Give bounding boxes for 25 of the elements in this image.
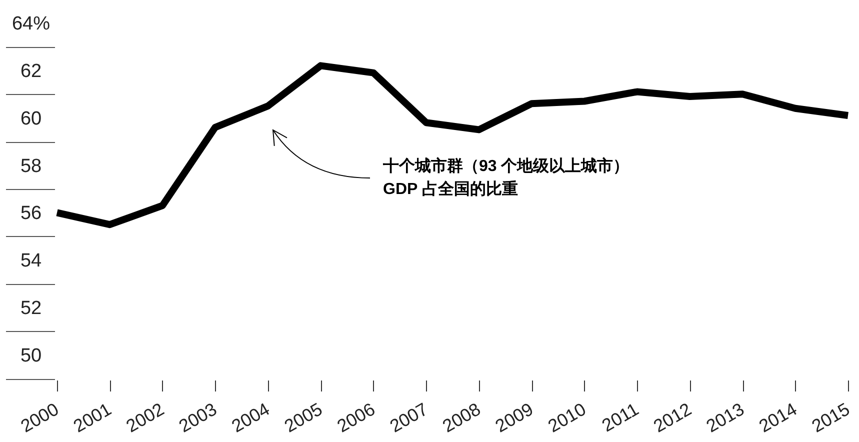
x-tick-label: 2005 (280, 398, 326, 436)
x-tick-label: 2007 (386, 398, 432, 436)
x-tick-label: 2008 (439, 398, 484, 436)
y-tick-label: 52 (20, 298, 42, 320)
x-tick-label: 2000 (17, 398, 62, 436)
x-tick-label: 2014 (756, 398, 800, 436)
y-tick-label: 54 (20, 250, 42, 272)
x-tick-label: 2001 (70, 398, 115, 436)
y-tick-label: 56 (20, 203, 42, 224)
x-tick-label: 2004 (228, 398, 273, 436)
x-tick-label: 2013 (702, 398, 748, 436)
y-tick-label: 64% (12, 14, 50, 34)
x-tick-label: 2011 (598, 398, 642, 436)
y-tick-label: 62 (20, 60, 42, 82)
y-tick-label: 58 (20, 156, 42, 177)
x-tick-label: 2003 (176, 398, 220, 436)
x-tick-label: 2009 (492, 398, 537, 436)
x-tick-label: 2012 (650, 398, 695, 436)
y-tick-label: 50 (20, 346, 42, 366)
x-tick-label: 2002 (122, 398, 168, 436)
x-tick-label: 2015 (808, 398, 853, 436)
x-tick-label: 2006 (334, 398, 378, 436)
annotation: 十个城市群（93 个地级以上城市） GDP 占全国的比重 (382, 157, 630, 198)
y-tick-label: 60 (20, 108, 42, 130)
x-tick-label: 2010 (544, 398, 590, 436)
